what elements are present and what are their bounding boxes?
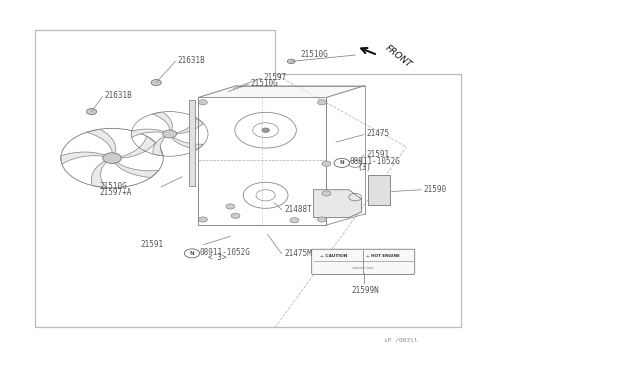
Text: 21510G: 21510G xyxy=(99,182,127,191)
Polygon shape xyxy=(153,136,165,156)
Text: < 3>: < 3> xyxy=(208,253,227,262)
Polygon shape xyxy=(61,152,104,164)
Polygon shape xyxy=(115,163,159,177)
Text: ⚠ CAUTION: ⚠ CAUTION xyxy=(320,254,348,258)
Text: 21599N: 21599N xyxy=(351,286,379,295)
Text: 08911-1052G: 08911-1052G xyxy=(349,157,400,166)
Circle shape xyxy=(226,204,235,209)
Text: 21631B: 21631B xyxy=(178,56,205,65)
Text: caution text: caution text xyxy=(353,266,374,270)
Circle shape xyxy=(151,80,161,86)
Circle shape xyxy=(287,59,295,64)
Circle shape xyxy=(86,109,97,115)
Text: 21475M: 21475M xyxy=(284,249,312,258)
Polygon shape xyxy=(189,100,195,186)
Polygon shape xyxy=(92,161,106,187)
Text: 21475: 21475 xyxy=(366,129,389,138)
Text: 21488T: 21488T xyxy=(284,205,312,214)
Polygon shape xyxy=(368,175,390,205)
Circle shape xyxy=(198,217,207,222)
Circle shape xyxy=(262,128,269,132)
Circle shape xyxy=(317,100,326,105)
Text: 21597+A: 21597+A xyxy=(99,188,132,197)
Polygon shape xyxy=(152,112,172,130)
Circle shape xyxy=(317,217,326,222)
Text: N: N xyxy=(189,251,195,256)
Text: 21510G: 21510G xyxy=(251,79,278,88)
Polygon shape xyxy=(87,129,116,153)
Text: iP /003ll: iP /003ll xyxy=(384,338,418,343)
Text: 21591: 21591 xyxy=(366,150,389,159)
Circle shape xyxy=(334,158,349,167)
Polygon shape xyxy=(314,190,362,218)
Polygon shape xyxy=(176,118,204,134)
Text: ⚠ HOT ENGINE: ⚠ HOT ENGINE xyxy=(366,254,400,258)
Text: N: N xyxy=(339,160,344,166)
Polygon shape xyxy=(198,86,365,97)
Text: (3): (3) xyxy=(357,163,371,172)
Circle shape xyxy=(163,130,177,138)
Circle shape xyxy=(322,161,331,166)
Polygon shape xyxy=(121,136,156,158)
Circle shape xyxy=(231,213,240,218)
Circle shape xyxy=(290,218,299,223)
Polygon shape xyxy=(131,129,164,137)
Circle shape xyxy=(103,153,121,163)
Text: 08911-1052G: 08911-1052G xyxy=(200,248,250,257)
Circle shape xyxy=(198,100,207,105)
Text: 21590: 21590 xyxy=(424,185,447,194)
FancyBboxPatch shape xyxy=(312,249,415,275)
Text: 21591: 21591 xyxy=(141,240,164,249)
Text: 21631B: 21631B xyxy=(104,92,132,100)
Polygon shape xyxy=(172,137,204,149)
Text: 21510G: 21510G xyxy=(301,50,328,59)
Text: 21597: 21597 xyxy=(264,73,287,81)
Circle shape xyxy=(322,191,331,196)
Text: FRONT: FRONT xyxy=(384,44,414,70)
Circle shape xyxy=(184,249,200,258)
